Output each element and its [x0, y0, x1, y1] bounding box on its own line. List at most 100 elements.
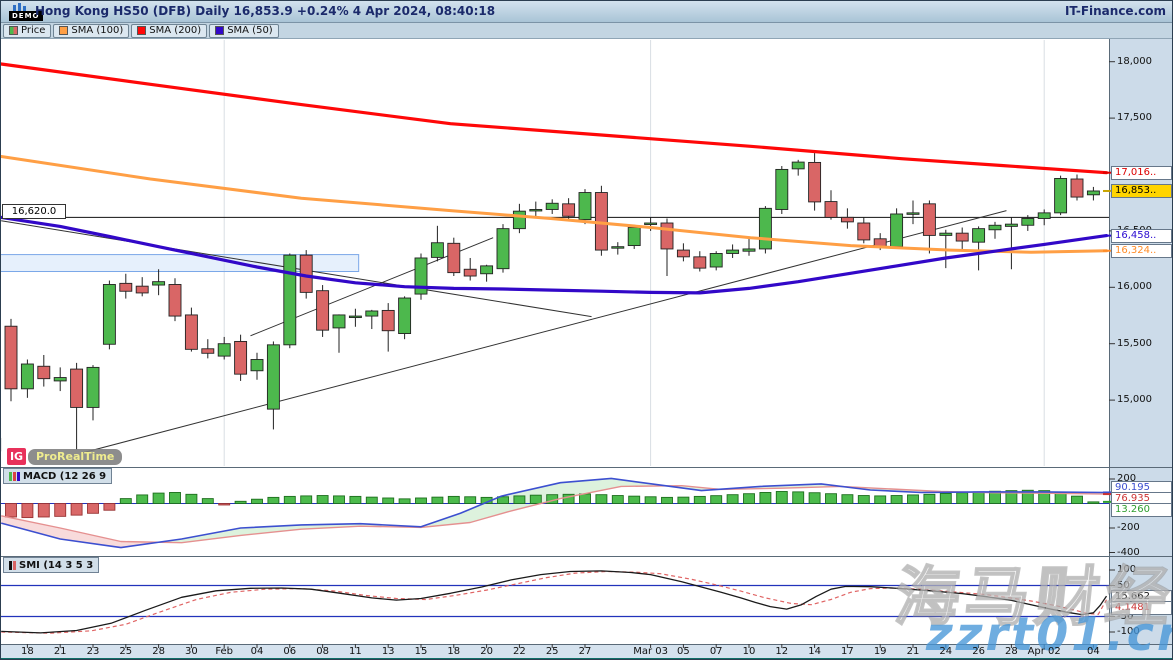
candle-down: [184, 314, 198, 350]
candle-up: [430, 242, 444, 258]
candle-up: [53, 377, 67, 382]
time-label: 27: [578, 646, 592, 657]
candle-down: [562, 203, 576, 217]
candle-down: [316, 290, 330, 331]
candle-up: [972, 228, 986, 243]
candle-up: [726, 249, 740, 254]
macd-bar: [267, 496, 280, 504]
candle-up: [1004, 223, 1018, 227]
candle-down: [37, 365, 51, 380]
candle-down: [447, 242, 461, 274]
time-label: 21: [53, 646, 67, 657]
candle-up: [250, 359, 264, 372]
macd-bar: [251, 498, 263, 504]
macd-bar: [169, 492, 181, 504]
provider-link[interactable]: IT-Finance.com: [1064, 4, 1166, 18]
candle-up: [906, 212, 920, 215]
candlestick-logo-icon: [13, 3, 26, 11]
title-bar: DEMO Hong Kong HS50 (DFB) Daily 16,853.9…: [1, 1, 1172, 23]
candle-up: [644, 222, 658, 225]
macd-bar: [1087, 501, 1100, 504]
macd-bar: [956, 492, 969, 504]
candle-down: [234, 340, 248, 375]
candle-up: [1086, 190, 1100, 196]
macd-bar: [759, 492, 772, 504]
price-tick-label: 16,000: [1117, 281, 1152, 293]
candle-down: [168, 284, 182, 317]
candle-down: [135, 285, 149, 294]
candle-down: [824, 201, 838, 218]
time-label: 28: [152, 646, 165, 657]
macd-bar: [54, 503, 67, 517]
trendline: [81, 210, 1007, 454]
candle-up: [102, 284, 116, 345]
candle-up: [332, 314, 346, 329]
time-label: 04: [1087, 646, 1100, 657]
time-label: 14: [808, 646, 821, 657]
price-swatch-icon: [9, 26, 18, 35]
legend-sma50-label: SMA (50): [227, 24, 273, 36]
price-value-box: 16,458..: [1111, 229, 1172, 244]
time-label: 21: [906, 646, 920, 657]
macd-bar: [349, 495, 362, 504]
legend-price[interactable]: Price: [3, 23, 52, 38]
macd-panel: [1, 477, 1109, 549]
time-label: Mar 03: [633, 646, 668, 657]
window-edge: [1, 658, 1172, 659]
prorealtime-logo: ProRealTime: [28, 448, 123, 465]
candle-up: [20, 363, 34, 390]
macd-bar: [497, 496, 509, 504]
price-axis-strip[interactable]: [1109, 39, 1172, 644]
time-label: 15: [414, 646, 428, 657]
macd-bar: [21, 503, 34, 519]
legend-sma50[interactable]: SMA (50): [209, 23, 279, 38]
macd-bar: [1021, 489, 1034, 504]
candle-up: [1054, 177, 1068, 214]
smi-tick-label: 100: [1117, 564, 1137, 575]
price-level-label[interactable]: 16,620.0: [2, 204, 66, 219]
ig-logo: IG: [7, 448, 26, 465]
time-label: 20: [480, 646, 493, 657]
trendline: [1, 220, 592, 318]
candle-up: [890, 213, 904, 248]
macd-bar: [234, 500, 247, 504]
candle-down: [70, 368, 84, 408]
macd-indicator-chip[interactable]: MACD (12 26 9: [3, 468, 113, 484]
smi-tick-label: 50: [1117, 579, 1130, 591]
legend-price-label: Price: [21, 24, 46, 36]
candle-up: [545, 202, 559, 210]
smi-tick-label: -100: [1117, 626, 1140, 637]
time-label: Apr 02: [1027, 646, 1061, 657]
demo-badge: DEMO: [9, 11, 43, 21]
smi-value-box: 4.1481: [1111, 601, 1172, 615]
legend-sma200[interactable]: SMA (200): [131, 23, 208, 38]
macd-bar: [939, 493, 952, 504]
macd-bar: [382, 497, 395, 504]
time-label: 04: [250, 646, 264, 657]
smi-indicator-chip[interactable]: SMI (14 3 5 3: [3, 557, 100, 573]
macd-bar: [743, 493, 755, 504]
macd-bar: [333, 495, 345, 504]
candle-down: [1070, 178, 1084, 198]
price-tick-label: 17,500: [1117, 112, 1152, 124]
candle-up: [152, 281, 166, 286]
macd-bar: [70, 503, 83, 516]
candle-down: [955, 232, 969, 242]
candle-down: [693, 256, 707, 269]
macd-bar: [562, 493, 575, 504]
candle-down: [4, 325, 18, 390]
macd-bar: [579, 493, 591, 504]
candle-up: [266, 344, 280, 410]
candle-up: [742, 248, 756, 252]
macd-bar: [464, 496, 477, 504]
candle-down: [840, 216, 854, 223]
legend-sma100[interactable]: SMA (100): [53, 23, 130, 38]
price-panel: [1, 40, 1109, 466]
macd-bar: [628, 495, 641, 504]
time-axis-strip[interactable]: [1, 644, 1172, 658]
candle-down: [119, 282, 133, 292]
platform-branding: IG ProRealTime: [7, 448, 123, 465]
macd-bar: [726, 494, 739, 504]
time-label: 19: [873, 646, 887, 657]
